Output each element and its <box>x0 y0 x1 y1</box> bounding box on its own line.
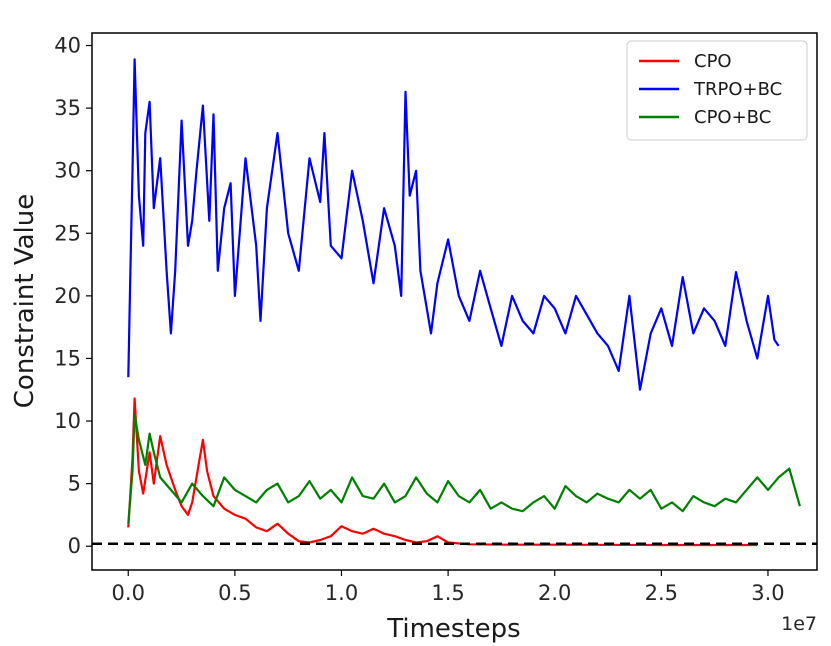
x-axis: 0.0 0.5 1.0 1.5 2.0 2.5 3.0 <box>112 570 785 605</box>
y-tick-label: 20 <box>54 284 81 308</box>
legend: CPO TRPO+BC CPO+BC <box>626 40 808 141</box>
y-tick-label: 15 <box>54 346 81 370</box>
series-line-trpo-bc <box>127 58 780 391</box>
x-tick-label: 0.5 <box>218 581 251 605</box>
y-tick-label: 0 <box>68 534 81 558</box>
legend-label-cpo-bc: CPO+BC <box>694 107 771 128</box>
x-tick-label: 3.0 <box>751 581 784 605</box>
x-axis-label: Timesteps <box>386 614 520 644</box>
x-tick-label: 0.0 <box>112 581 145 605</box>
legend-label-trpo-bc: TRPO+BC <box>693 79 782 100</box>
legend-label-cpo: CPO <box>694 51 732 72</box>
series-line-cpo <box>127 397 758 547</box>
legend-box <box>626 40 808 141</box>
x-tick-label: 2.5 <box>645 581 678 605</box>
series-layer <box>127 58 801 547</box>
y-tick-label: 40 <box>54 34 81 58</box>
x-tick-label: 1.5 <box>431 581 464 605</box>
x-tick-label: 2.0 <box>538 581 571 605</box>
x-tick-label: 1.0 <box>325 581 358 605</box>
y-tick-label: 25 <box>54 221 81 245</box>
x-axis-offset-label: 1e7 <box>781 613 817 635</box>
y-tick-label: 30 <box>54 159 81 183</box>
series-line-cpo-bc <box>127 413 801 524</box>
y-axis: 0 5 10 15 20 25 30 35 40 <box>54 34 92 558</box>
y-tick-label: 35 <box>54 96 81 120</box>
y-tick-label: 10 <box>54 409 81 433</box>
y-axis-label: Constraint Value <box>10 194 40 408</box>
y-tick-label: 5 <box>68 472 81 496</box>
